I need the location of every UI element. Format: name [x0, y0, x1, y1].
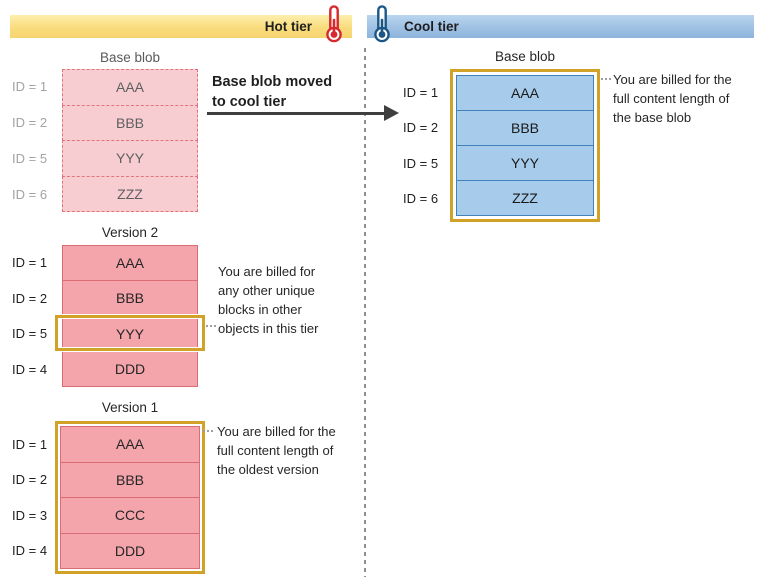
hot-tier-header-bar: Hot tier [10, 15, 352, 38]
version1-annotation: You are billed for the full content leng… [217, 422, 357, 479]
version1-highlight: AAA BBB CCC DDD [55, 421, 205, 574]
row-id-label: ID = 2 [12, 115, 48, 131]
version2-annotation: You are billed for any other unique bloc… [218, 262, 348, 338]
annotation-line: objects in this tier [218, 321, 319, 336]
cool-tier-label: Cool tier [404, 19, 459, 34]
block-row: ZZZ [62, 175, 198, 212]
leader-dots [601, 78, 612, 80]
row-id-label: ID = 2 [12, 290, 48, 306]
row-id-label: ID = 1 [403, 85, 439, 101]
annotation-line: the oldest version [217, 462, 319, 477]
row-id-label: ID = 1 [12, 255, 48, 271]
row-id-label: ID = 5 [12, 150, 48, 166]
move-note-line: to cool tier [212, 94, 287, 110]
row-id-label: ID = 2 [12, 472, 48, 488]
row-id-label: ID = 5 [12, 326, 48, 342]
block-row: DDD [62, 350, 198, 387]
base-blob-hot-title: Base blob [99, 50, 161, 65]
unique-block-highlight [55, 315, 205, 351]
row-id-label: ID = 1 [12, 79, 48, 95]
base-blob-cool-id-column: ID = 1 ID = 2 ID = 5 ID = 6 [403, 75, 449, 216]
block-row: YYY [62, 140, 198, 177]
row-id-label: ID = 5 [403, 155, 439, 171]
block-row: YYY [456, 145, 594, 181]
annotation-line: You are billed for [218, 264, 316, 279]
annotation-line: full content length of [613, 91, 730, 106]
block-row: CCC [60, 497, 200, 534]
version1-title: Version 1 [101, 400, 159, 415]
base-blob-hot-id-column: ID = 1 ID = 2 ID = 5 ID = 6 [12, 69, 60, 212]
base-blob-cool-title: Base blob [494, 49, 556, 64]
row-id-label: ID = 6 [12, 186, 48, 202]
row-id-label: ID = 4 [12, 361, 48, 377]
cool-thermometer-icon [374, 5, 390, 43]
block-row: BBB [60, 461, 200, 498]
annotation-line: the base blob [613, 110, 692, 125]
cool-tier-header-bar: Cool tier [367, 15, 754, 38]
version1-table: AAA BBB CCC DDD [60, 426, 200, 569]
block-row: AAA [60, 426, 200, 463]
block-row: ZZZ [456, 180, 594, 216]
base-blob-cool-highlight: AAA BBB YYY ZZZ [450, 69, 600, 222]
row-id-label: ID = 6 [403, 190, 439, 206]
block-row: AAA [62, 69, 198, 106]
hot-thermometer-icon [326, 5, 342, 43]
annotation-line: full content length of [217, 443, 334, 458]
version2-title: Version 2 [101, 225, 159, 240]
row-id-label: ID = 4 [12, 542, 48, 558]
block-row: BBB [62, 280, 198, 317]
block-row: BBB [456, 110, 594, 146]
annotation-line: You are billed for the [217, 424, 336, 439]
move-note: Base blob moved to cool tier [212, 72, 332, 112]
block-row: BBB [62, 104, 198, 141]
block-row: YYY [62, 315, 198, 352]
annotation-line: You are billed for the [613, 72, 732, 87]
row-id-label: ID = 2 [403, 120, 439, 136]
base-blob-cool-annotation: You are billed for the full content leng… [613, 70, 758, 127]
base-blob-hot-table: AAA BBB YYY ZZZ [62, 69, 198, 212]
leader-dots [203, 430, 215, 432]
version2-table: AAA BBB YYY DDD [62, 245, 198, 387]
row-id-label: ID = 3 [12, 507, 48, 523]
block-row: DDD [60, 532, 200, 569]
version1-id-column: ID = 1 ID = 2 ID = 3 ID = 4 [12, 427, 60, 568]
move-note-line: Base blob moved [212, 74, 333, 90]
version2-id-column: ID = 1 ID = 2 ID = 5 ID = 4 [12, 245, 60, 387]
annotation-line: any other unique [218, 283, 315, 298]
tier-divider [364, 48, 366, 577]
move-arrow-head-icon [384, 105, 399, 121]
block-row: AAA [62, 245, 198, 282]
base-blob-cool-table: AAA BBB YYY ZZZ [456, 75, 594, 216]
row-id-label: ID = 1 [12, 437, 48, 453]
leader-dots [206, 325, 217, 327]
move-arrow-line [207, 112, 385, 115]
hot-tier-label: Hot tier [264, 19, 312, 34]
annotation-line: blocks in other [218, 302, 302, 317]
block-row: AAA [456, 75, 594, 111]
